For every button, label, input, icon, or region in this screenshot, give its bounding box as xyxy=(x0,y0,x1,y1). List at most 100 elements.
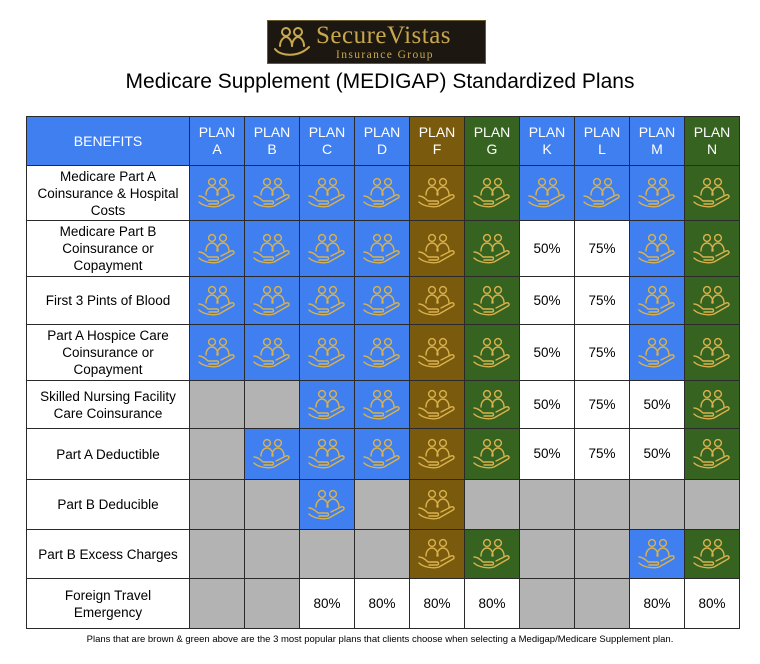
logo-subtitle: Insurance Group xyxy=(336,48,434,61)
coverage-none-cell xyxy=(519,479,575,530)
coverage-percent-cell: 50% xyxy=(519,324,575,381)
family-hand-icon xyxy=(583,177,620,208)
plan-label: PLAN xyxy=(308,124,346,140)
plan-label: PLAN xyxy=(418,124,456,140)
plan-label: PLAN xyxy=(363,124,401,140)
coverage-full-cell xyxy=(464,276,520,325)
coverage-full-cell xyxy=(354,165,410,221)
family-hand-icon xyxy=(693,285,730,315)
coverage-full-cell xyxy=(464,324,520,381)
coverage-percent-cell: 50% xyxy=(629,428,685,480)
family-hand-icon xyxy=(363,177,400,208)
benefit-label-line: Emergency xyxy=(73,604,143,620)
coverage-full-cell xyxy=(299,380,355,429)
family-hand-icon xyxy=(363,337,400,367)
coverage-full-cell xyxy=(464,529,520,579)
coverage-percent: 50% xyxy=(643,446,671,461)
coverage-percent-cell: 50% xyxy=(519,276,575,325)
coverage-full-cell xyxy=(409,428,465,480)
benefit-label-line: Costs xyxy=(90,202,126,218)
coverage-none-cell xyxy=(354,529,410,579)
family-hand-icon xyxy=(308,285,345,315)
coverage-full-cell xyxy=(244,276,300,325)
coverage-full-cell xyxy=(684,276,740,325)
family-hand-icon xyxy=(308,389,345,419)
benefit-label-line: Care Coinsurance xyxy=(53,405,163,421)
benefit-label: Skilled Nursing Facility Care Coinsurance xyxy=(26,380,190,429)
benefit-label-line: Medicare Part A xyxy=(59,168,157,184)
family-hand-icon xyxy=(473,389,510,419)
coverage-full-cell xyxy=(244,220,300,277)
coverage-none-cell xyxy=(189,428,245,480)
plan-letter: L xyxy=(598,141,606,157)
coverage-full-cell xyxy=(684,220,740,277)
coverage-none-cell xyxy=(464,479,520,530)
family-hand-icon xyxy=(363,389,400,419)
family-hand-icon xyxy=(693,438,730,469)
coverage-full-cell xyxy=(299,220,355,277)
coverage-full-cell xyxy=(409,324,465,381)
coverage-full-cell xyxy=(244,324,300,381)
table-row: Foreign Travel Emergency 80% 80% 80% 80% 80% 80… xyxy=(26,578,740,629)
coverage-percent-cell: 50% xyxy=(629,380,685,429)
coverage-percent-cell: 80% xyxy=(409,578,465,629)
coverage-percent-cell: 75% xyxy=(574,220,630,277)
table-row: Part A Hospice Care Coinsurance or Copayme… xyxy=(26,324,740,381)
coverage-full-cell xyxy=(354,220,410,277)
benefit-label-line: Medicare Part B xyxy=(59,224,157,239)
family-hand-icon xyxy=(418,489,455,519)
benefit-label: Part A Deductible xyxy=(26,428,190,480)
coverage-percent: 75% xyxy=(588,396,616,412)
coverage-percent-cell: 50% xyxy=(519,220,575,277)
coverage-full-cell xyxy=(684,428,740,480)
family-hand-icon xyxy=(198,337,235,367)
coverage-full-cell xyxy=(299,276,355,325)
coverage-full-cell xyxy=(629,220,685,277)
family-hand-icon xyxy=(308,337,345,367)
coverage-percent: 80% xyxy=(698,595,726,611)
coverage-percent: 80% xyxy=(423,595,451,611)
plan-letter: G xyxy=(486,141,498,157)
benefit-label: Medicare Part A Coinsurance & Hospital Cos… xyxy=(26,165,190,221)
family-hand-icon xyxy=(473,538,510,569)
plan-header-g: PLAN G xyxy=(464,116,520,166)
plan-header-f: PLAN F xyxy=(409,116,465,166)
table-row: Skilled Nursing Facility Care Coinsurance… xyxy=(26,380,740,429)
coverage-full-cell xyxy=(629,529,685,579)
coverage-none-cell xyxy=(629,479,685,530)
coverage-percent-cell: 75% xyxy=(574,276,630,325)
coverage-full-cell xyxy=(519,165,575,221)
coverage-none-cell xyxy=(299,529,355,579)
page-title: Medicare Supplement (MEDIGAP) Standardiz… xyxy=(125,70,635,93)
table-row: First 3 Pints of Blood 50% 75% xyxy=(26,276,740,325)
coverage-percent-cell: 80% xyxy=(464,578,520,629)
coverage-percent-cell: 75% xyxy=(574,428,630,480)
family-hand-icon xyxy=(693,177,730,208)
family-hand-icon xyxy=(253,438,290,469)
benefit-label-line: Part B Deducible xyxy=(57,497,159,512)
benefit-label-line: Coinsurance & Hospital xyxy=(37,185,179,201)
coverage-percent: 50% xyxy=(533,292,561,308)
family-hand-icon xyxy=(638,233,675,263)
coverage-full-cell xyxy=(684,529,740,579)
family-hand-icon xyxy=(253,177,290,208)
coverage-full-cell xyxy=(409,220,465,277)
coverage-none-cell xyxy=(354,479,410,530)
coverage-percent: 80% xyxy=(313,595,341,611)
coverage-full-cell xyxy=(189,165,245,221)
benefits-header: BENEFITS xyxy=(26,116,190,166)
coverage-full-cell xyxy=(409,380,465,429)
coverage-percent: 50% xyxy=(533,240,561,256)
header-row: BENEFITS PLAN A PLAN B PLAN C PLAN D PLAN F PLAN G P… xyxy=(26,116,740,166)
coverage-full-cell xyxy=(354,276,410,325)
family-hand-icon xyxy=(198,177,235,208)
family-hand-logo-icon xyxy=(274,27,310,56)
family-hand-icon xyxy=(418,438,455,469)
family-hand-icon xyxy=(363,438,400,469)
coverage-full-cell xyxy=(629,276,685,325)
family-hand-icon xyxy=(638,337,675,367)
coverage-full-cell xyxy=(464,220,520,277)
table-row: Part A Deductible 50% 75% 50% xyxy=(26,428,740,480)
coverage-percent: 80% xyxy=(643,595,671,611)
plan-letter: K xyxy=(542,141,552,157)
